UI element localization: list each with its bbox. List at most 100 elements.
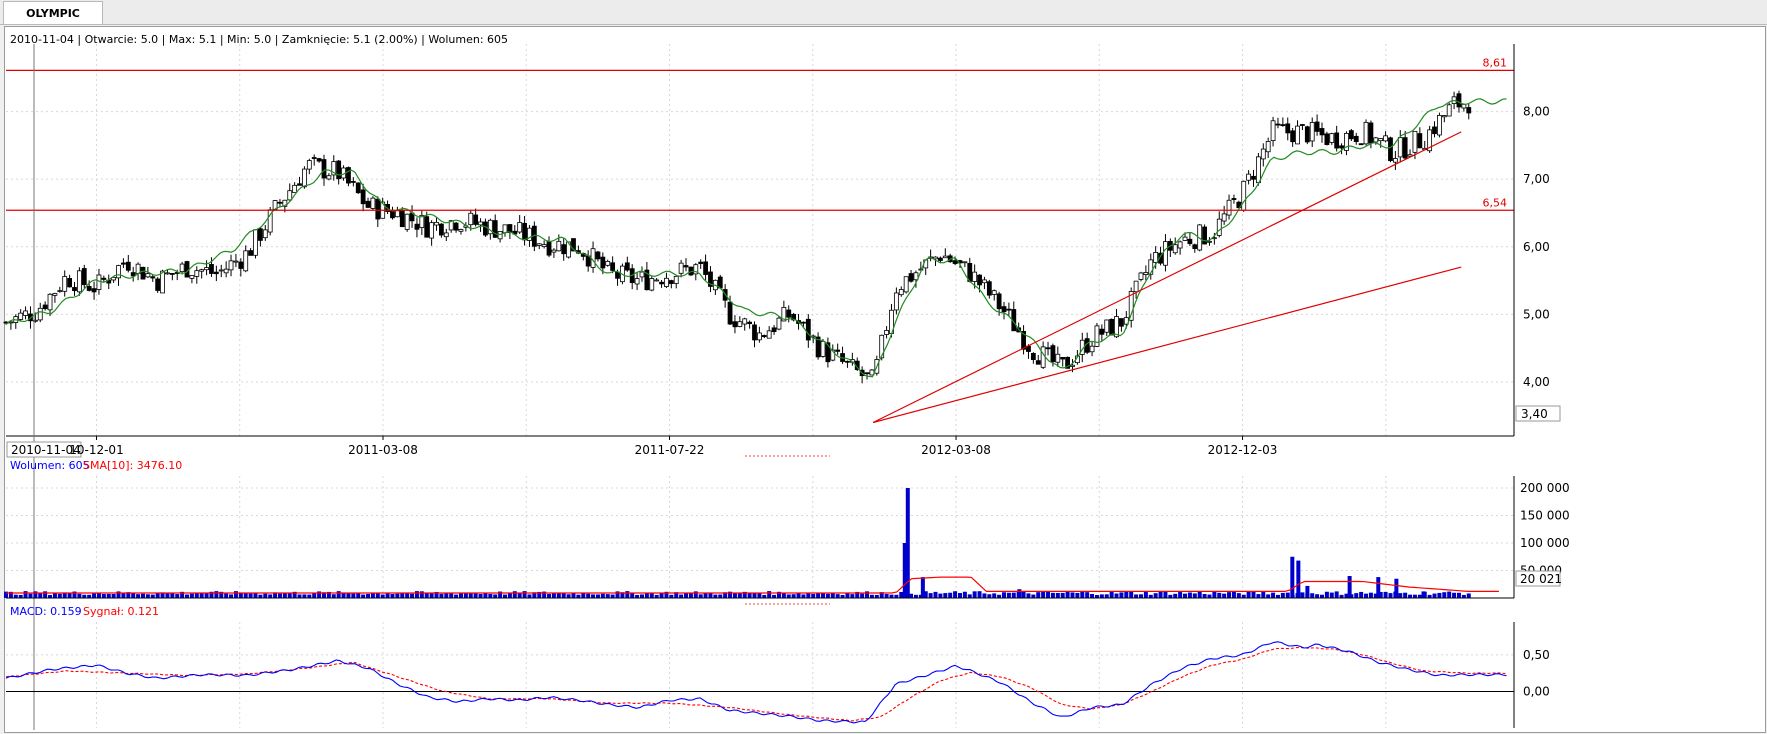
date-tick-label: 10-12-01	[69, 443, 123, 457]
candle-down	[805, 318, 811, 341]
candle-up	[326, 175, 332, 180]
candle-up	[766, 330, 772, 339]
volume-bar	[131, 593, 136, 598]
volume-bar	[82, 594, 87, 598]
candle-up	[1138, 272, 1144, 280]
volume-bar	[860, 593, 865, 598]
volume-bar	[1026, 593, 1031, 598]
candle-up	[527, 227, 532, 241]
candle-up	[551, 249, 557, 253]
candle-up	[243, 250, 249, 272]
candle-up	[52, 293, 58, 296]
macd-legend: MACD: 0.159	[10, 605, 82, 618]
candle-up	[649, 278, 655, 291]
candle-up	[253, 229, 258, 256]
volume-bar	[454, 594, 459, 598]
candle-up	[673, 275, 679, 284]
volume-bar	[366, 593, 371, 598]
volume-bar	[67, 593, 72, 598]
volume-bar	[1266, 594, 1271, 598]
candle-down	[101, 277, 107, 280]
volume-bar	[987, 594, 992, 598]
candle-down	[683, 265, 689, 268]
candle-up	[639, 271, 645, 278]
candle-up	[1397, 137, 1403, 158]
volume-bar	[1002, 592, 1007, 598]
candle-up	[1309, 122, 1315, 142]
candle-down	[1334, 132, 1340, 149]
volume-bar	[752, 593, 757, 598]
volume-bar	[1398, 593, 1403, 598]
candle-down	[624, 262, 630, 271]
volume-spike-bar	[1347, 576, 1352, 598]
volume-bar	[414, 591, 419, 598]
candle-up	[434, 221, 439, 226]
candle-up	[502, 224, 508, 234]
volume-bar	[336, 591, 341, 598]
candle-up	[1177, 241, 1183, 249]
tab-olympic[interactable]: OLYMPIC	[3, 1, 103, 24]
candle-up	[1392, 158, 1398, 163]
volume-bar	[1271, 592, 1276, 598]
candle-up	[204, 267, 209, 271]
candle-up	[1089, 345, 1095, 353]
candle-up	[962, 261, 968, 264]
candle-up	[370, 197, 376, 209]
volume-bar	[424, 593, 429, 598]
candle-down	[600, 256, 606, 269]
candle-down	[698, 261, 704, 264]
candle-down	[355, 182, 361, 194]
volume-bar	[1246, 591, 1251, 598]
volume-bar	[1090, 593, 1095, 598]
candle-down	[184, 261, 190, 278]
volume-bar	[478, 593, 483, 598]
volume-sma-line	[6, 576, 1499, 594]
volume-bar	[370, 592, 375, 598]
candle-down	[360, 189, 366, 205]
volume-bar	[865, 591, 870, 598]
volume-bar	[948, 592, 953, 598]
volume-bar	[1324, 591, 1329, 598]
candle-down	[81, 268, 87, 286]
volume-bar	[150, 594, 155, 598]
volume-bar	[982, 593, 987, 598]
volume-bar	[625, 591, 630, 598]
volume-bar	[1364, 593, 1369, 598]
volume-bar	[933, 591, 938, 598]
candle-up	[879, 334, 885, 359]
volume-bar	[796, 593, 801, 598]
candle-up	[536, 243, 542, 246]
volume-bar	[1344, 593, 1349, 598]
candle-up	[737, 321, 743, 327]
volume-bar	[825, 593, 830, 598]
volume-bar	[419, 591, 424, 598]
volume-bar	[1231, 591, 1236, 598]
candle-up	[1216, 218, 1222, 236]
volume-bar	[1412, 594, 1417, 598]
candle-up	[478, 221, 483, 226]
volume-bar	[1046, 591, 1051, 598]
candle-down	[1021, 331, 1026, 350]
candle-down	[1466, 107, 1472, 114]
candle-up	[233, 260, 239, 263]
volume-bar	[194, 593, 199, 598]
candle-down	[350, 181, 356, 183]
volume-bar	[1285, 592, 1290, 598]
candle-down	[1192, 244, 1198, 249]
candle-up	[913, 272, 919, 281]
volume-bar	[953, 591, 958, 598]
candle-down	[845, 360, 850, 363]
volume-bar	[957, 593, 962, 598]
min-value-label: 3,40	[1521, 407, 1548, 421]
volume-bar	[92, 593, 97, 598]
volume-bar	[1085, 592, 1090, 598]
candle-up	[1412, 130, 1418, 153]
candle-down	[155, 278, 161, 291]
date-tick-label: 2011-03-08	[348, 443, 418, 457]
candle-up	[223, 268, 229, 274]
horizontal-level-label: 6,54	[1483, 196, 1508, 209]
candle-up	[1133, 280, 1139, 293]
volume-bar	[361, 594, 366, 598]
volume-bar	[1192, 593, 1197, 598]
